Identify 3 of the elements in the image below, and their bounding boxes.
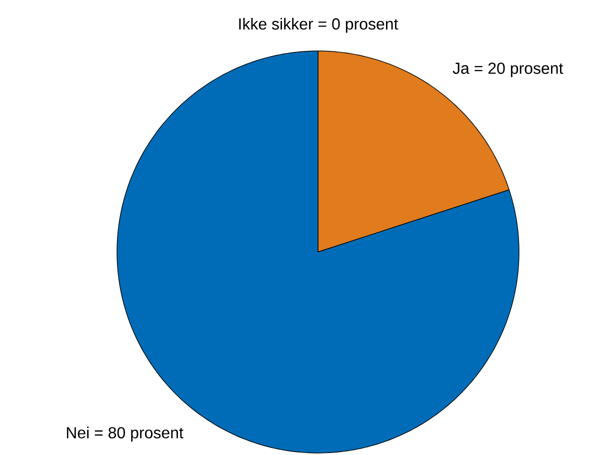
slice-label: Ja = 20 prosent — [452, 62, 564, 78]
category-label: Ikke sikker = 0 prosent — [239, 18, 398, 33]
slice-label: Nei = 80 prosent — [66, 426, 184, 442]
